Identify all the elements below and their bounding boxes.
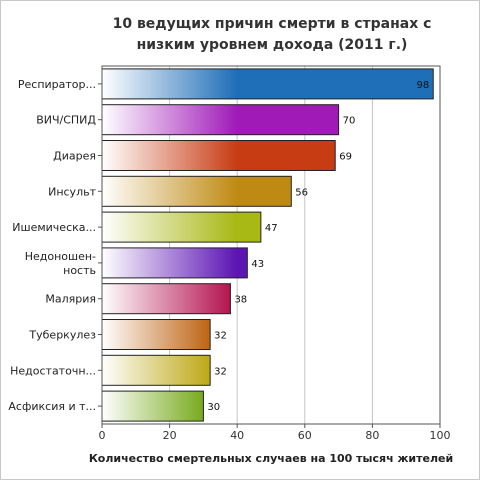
- x-tick-label: 100: [430, 429, 451, 442]
- x-tick-label: 0: [99, 429, 106, 442]
- x-axis-title: Количество смертельных случаев на 100 ты…: [89, 452, 453, 465]
- x-tick-label: 80: [365, 429, 379, 442]
- category-label: Недоношен-ность: [25, 250, 96, 277]
- value-label: 32: [214, 331, 227, 342]
- category-label: Диарея: [53, 150, 96, 163]
- x-tick-label: 40: [230, 429, 244, 442]
- chart-title: 10 ведущих причин смерти в странах с низ…: [112, 16, 432, 53]
- bar: [101, 283, 231, 315]
- category-label: Недостаточн...: [10, 364, 96, 377]
- category-label: Туберкулез: [28, 329, 96, 342]
- value-label: 32: [214, 366, 227, 377]
- bar: [101, 175, 292, 207]
- x-tick-label: 60: [298, 429, 312, 442]
- bar: [101, 140, 336, 171]
- category-label: Респиратор...: [18, 78, 96, 91]
- value-label: 56: [295, 187, 308, 198]
- bar: [101, 68, 434, 100]
- category-label: Инсульт: [48, 185, 96, 198]
- bar: [101, 354, 211, 386]
- value-label: 70: [343, 116, 356, 127]
- bar: [101, 319, 211, 350]
- value-label: 30: [207, 402, 220, 413]
- bars: [101, 68, 434, 422]
- value-label: 69: [339, 152, 352, 163]
- value-label: 43: [251, 259, 264, 270]
- category-label: Малярия: [45, 293, 96, 306]
- labels: 0 20 40 60 80 100 98 Респиратор... 70 ВИЧ/СПИД 69 Д…: [8, 78, 450, 442]
- category-label: Асфиксия и т...: [8, 400, 96, 413]
- category-label: ВИЧ/СПИД: [36, 114, 96, 127]
- value-label: 98: [417, 80, 430, 91]
- value-label: 38: [234, 295, 247, 306]
- bar: [101, 104, 340, 136]
- x-tick-label: 20: [163, 429, 177, 442]
- category-label: Ишемическа...: [12, 221, 96, 234]
- bar: [101, 211, 262, 243]
- bar: [101, 247, 248, 279]
- value-label: 47: [265, 223, 278, 234]
- axes: [98, 65, 441, 428]
- plot-area-border: [101, 65, 441, 425]
- bar: [101, 390, 204, 422]
